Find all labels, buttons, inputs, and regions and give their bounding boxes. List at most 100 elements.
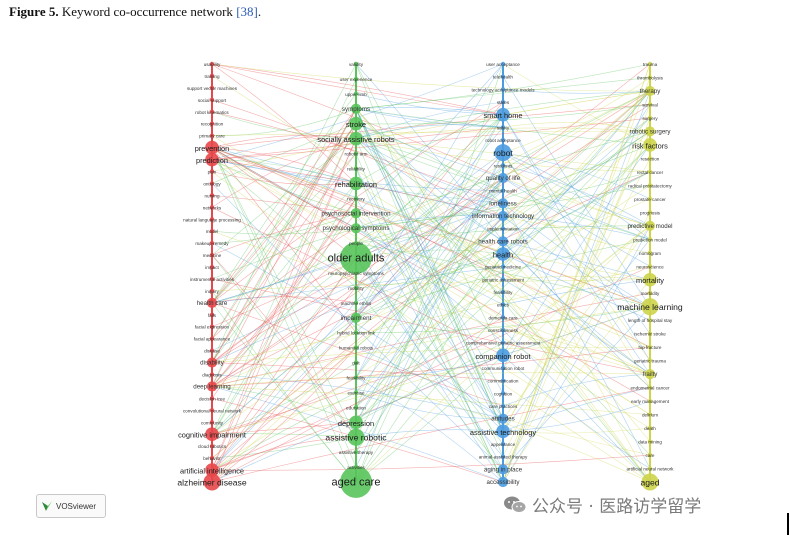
keyword-node[interactable] — [497, 476, 509, 488]
keyword-node[interactable] — [644, 220, 656, 231]
keyword-node[interactable] — [353, 166, 359, 171]
keyword-node[interactable] — [500, 99, 506, 105]
keyword-node[interactable] — [500, 454, 506, 459]
keyword-node[interactable] — [500, 277, 506, 282]
keyword-node[interactable] — [647, 264, 653, 269]
keyword-node[interactable] — [209, 121, 215, 126]
keyword-node[interactable] — [644, 126, 656, 137]
keyword-node[interactable] — [497, 464, 509, 475]
keyword-node[interactable] — [340, 466, 372, 498]
keyword-node[interactable] — [497, 413, 509, 424]
keyword-node[interactable] — [353, 360, 359, 365]
keyword-node[interactable] — [353, 151, 359, 156]
keyword-node[interactable] — [500, 378, 506, 383]
keyword-node[interactable] — [209, 97, 215, 103]
keyword-node[interactable] — [647, 156, 653, 161]
keyword-node[interactable] — [353, 76, 359, 82]
keyword-node[interactable] — [496, 348, 510, 363]
keyword-node[interactable] — [209, 443, 215, 449]
keyword-node[interactable] — [353, 300, 359, 306]
keyword-node[interactable] — [209, 324, 215, 329]
keyword-node[interactable] — [206, 297, 218, 308]
keyword-node[interactable] — [500, 302, 506, 307]
keyword-node[interactable] — [500, 226, 506, 231]
keyword-node[interactable] — [500, 391, 506, 396]
keyword-node[interactable] — [353, 61, 359, 67]
keyword-node[interactable] — [353, 390, 359, 395]
keyword-node[interactable] — [209, 181, 215, 186]
keyword-node[interactable] — [494, 144, 512, 162]
keyword-node[interactable] — [205, 152, 219, 167]
keyword-node[interactable] — [209, 288, 215, 294]
keyword-node[interactable] — [209, 336, 215, 341]
keyword-node[interactable] — [209, 240, 215, 246]
keyword-node[interactable] — [500, 74, 506, 79]
keyword-node[interactable] — [643, 138, 657, 152]
keyword-node[interactable] — [647, 358, 653, 363]
keyword-node[interactable] — [205, 140, 219, 155]
keyword-node[interactable] — [500, 403, 506, 409]
keyword-node[interactable] — [209, 61, 215, 67]
keyword-node[interactable] — [647, 466, 653, 471]
keyword-node[interactable] — [500, 188, 506, 193]
keyword-node[interactable] — [349, 131, 363, 146]
keyword-node[interactable] — [350, 103, 362, 114]
keyword-node[interactable] — [209, 109, 215, 114]
keyword-node[interactable] — [500, 163, 506, 168]
keyword-node[interactable] — [209, 217, 215, 222]
keyword-node[interactable] — [205, 427, 219, 442]
keyword-node[interactable] — [209, 408, 215, 413]
keyword-node[interactable] — [647, 196, 653, 202]
keyword-node[interactable] — [644, 85, 656, 97]
keyword-node[interactable] — [500, 365, 506, 371]
keyword-node[interactable] — [647, 237, 653, 242]
keyword-node[interactable] — [647, 331, 653, 336]
keyword-node[interactable] — [209, 133, 215, 138]
keyword-node[interactable] — [647, 452, 653, 458]
keyword-node[interactable] — [353, 405, 359, 410]
keyword-node[interactable] — [647, 398, 653, 404]
keyword-node[interactable] — [647, 169, 653, 175]
keyword-node[interactable] — [353, 449, 359, 455]
keyword-node[interactable] — [209, 455, 215, 461]
keyword-node[interactable] — [203, 473, 221, 491]
keyword-node[interactable] — [647, 115, 653, 121]
keyword-node[interactable] — [500, 264, 506, 269]
keyword-node[interactable] — [209, 348, 215, 353]
keyword-node[interactable] — [206, 381, 218, 392]
keyword-node[interactable] — [647, 75, 653, 80]
keyword-node[interactable] — [350, 208, 362, 219]
keyword-node[interactable] — [353, 375, 359, 380]
figure-reference-link[interactable]: [38] — [236, 4, 258, 19]
keyword-node[interactable] — [641, 473, 659, 491]
keyword-node[interactable] — [353, 270, 359, 276]
keyword-node[interactable] — [497, 198, 509, 209]
keyword-node[interactable] — [497, 236, 509, 247]
keyword-node[interactable] — [209, 73, 215, 79]
keyword-node[interactable] — [500, 441, 506, 447]
keyword-node[interactable] — [497, 172, 509, 184]
keyword-node[interactable] — [206, 357, 218, 368]
keyword-node[interactable] — [647, 102, 653, 107]
keyword-node[interactable] — [350, 223, 362, 234]
keyword-node[interactable] — [647, 425, 653, 431]
keyword-node[interactable] — [500, 289, 506, 295]
keyword-node[interactable] — [349, 415, 363, 430]
vosviewer-badge[interactable]: VOSviewer — [36, 494, 106, 518]
keyword-node[interactable] — [349, 116, 363, 131]
keyword-node[interactable] — [353, 345, 359, 350]
keyword-node[interactable] — [205, 463, 219, 477]
keyword-node[interactable] — [353, 196, 359, 201]
keyword-node[interactable] — [647, 344, 653, 350]
keyword-node[interactable] — [209, 312, 215, 317]
keyword-node[interactable] — [500, 340, 506, 345]
keyword-node[interactable] — [353, 330, 359, 335]
keyword-node[interactable] — [496, 247, 510, 261]
keyword-node[interactable] — [500, 327, 506, 333]
keyword-node[interactable] — [209, 193, 215, 198]
keyword-node[interactable] — [209, 252, 215, 258]
keyword-node[interactable] — [209, 276, 215, 282]
keyword-node[interactable] — [500, 87, 506, 92]
keyword-node[interactable] — [647, 439, 653, 444]
keyword-node[interactable] — [347, 428, 365, 446]
